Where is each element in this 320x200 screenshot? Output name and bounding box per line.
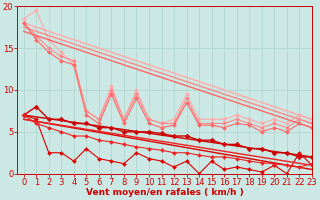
X-axis label: Vent moyen/en rafales ( km/h ): Vent moyen/en rafales ( km/h ) [86, 188, 244, 197]
